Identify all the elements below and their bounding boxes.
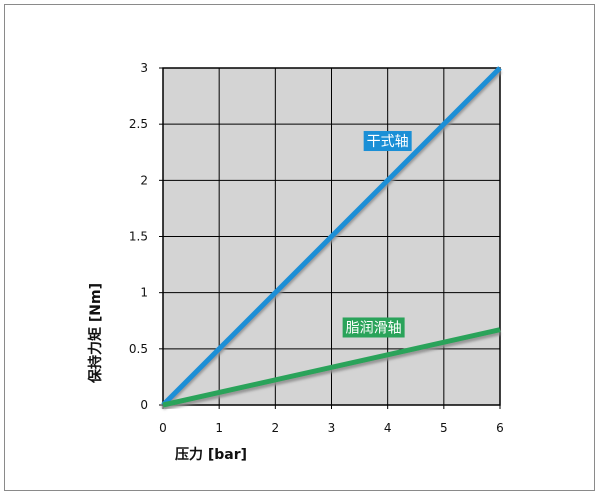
- tick-labels: 0 1 2 3 4 5 6 0 0.5 1 1.5 2 2.5 3: [129, 61, 504, 435]
- y-tick-label: 2.5: [129, 117, 148, 131]
- series-line-2: [162, 327, 501, 408]
- x-tick-label: 0: [159, 421, 167, 435]
- y-tick-label: 0.5: [129, 342, 148, 356]
- x-tick-label: 2: [272, 421, 280, 435]
- y-tick-label: 0: [140, 398, 148, 412]
- x-tick-label: 3: [328, 421, 336, 435]
- y-tick-label: 3: [140, 61, 148, 75]
- plot-border: [162, 67, 501, 406]
- x-tick-label: 6: [496, 421, 504, 435]
- x-axis-label: 压力 [bar]: [175, 446, 247, 463]
- series-label-box: [363, 131, 412, 152]
- y-tick-label: 1.5: [129, 230, 148, 244]
- y-tick-label: 1: [140, 286, 148, 300]
- series-label-2: 脂润滑轴: [342, 317, 405, 338]
- series-label-text: 脂润滑轴: [346, 319, 402, 336]
- y-tick-label: 2: [140, 173, 148, 187]
- series-label-text: 干式轴: [367, 134, 409, 150]
- series-line-1: [161, 66, 502, 407]
- x-tick-label: 4: [384, 421, 392, 435]
- y-axis-label: 保持力矩 [Nm]: [87, 283, 104, 384]
- series-group: [161, 66, 502, 408]
- series-label-box: [342, 317, 405, 338]
- x-tick-label: 5: [440, 421, 448, 435]
- series-label-1: 干式轴: [363, 131, 412, 152]
- x-tick-label: 1: [215, 421, 223, 435]
